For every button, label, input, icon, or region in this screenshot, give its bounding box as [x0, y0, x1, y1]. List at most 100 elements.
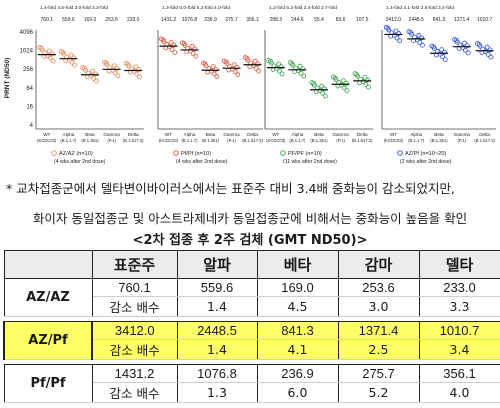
data-point: [202, 61, 208, 67]
data-point: [416, 32, 422, 38]
gmt-table: 표준주 알파 베타 감마 델타 AZ/AZ 760.1 559.6 169.0 …: [3, 250, 500, 403]
data-point: [476, 42, 482, 47]
category-label: Beta: [434, 132, 444, 137]
panel-2: 1.3-fold 6.0-fold 5.2-fold 4.0-fold 1431.…: [157, 5, 263, 165]
table-row-highlighted: 감소 배수 1.4 4.1 2.5 3.4: [4, 339, 500, 360]
data-point: [343, 80, 349, 86]
data-point: [441, 49, 447, 55]
data-point: [279, 71, 285, 77]
data-point: [340, 78, 346, 84]
gmt-data-label: 2448.5: [409, 17, 425, 23]
category-label: Delta: [247, 132, 258, 137]
gmt-data-label: 559.6: [62, 17, 75, 23]
data-point: [125, 61, 131, 67]
data-point: [252, 58, 258, 64]
data-point: [211, 71, 217, 77]
legend-label: AZ/Pf (n=10~20): [405, 151, 446, 157]
data-point: [234, 64, 240, 70]
y-tick-label: 256: [23, 67, 34, 73]
data-point: [488, 54, 494, 60]
y-axis-label: PRNT (ND50): [4, 58, 11, 98]
category-sublabel: (P.1): [227, 138, 236, 143]
category-label: Gamma: [103, 132, 120, 137]
header-gamma: 감마: [337, 250, 420, 279]
category-label: WT: [272, 132, 279, 137]
data-point: [300, 66, 306, 72]
fold-annotation: 1.2-fold 5.2-fold 3.4-fold 2.7-fold: [269, 5, 337, 11]
legend-marker: [280, 150, 286, 156]
category-label: Delta: [128, 132, 139, 137]
category-sublabel: (B.1.617.2): [352, 138, 373, 143]
data-point: [485, 51, 491, 57]
cell-value: 233.0: [418, 278, 500, 297]
data-point: [311, 81, 317, 86]
cell-fold: 1.3: [176, 382, 258, 403]
data-point: [223, 59, 229, 65]
category-sublabel: (B.1.351): [81, 138, 99, 143]
data-point: [354, 72, 360, 77]
gmt-data-label: 288.3: [270, 17, 283, 23]
legend-sublabel: (4 wks after 2nd dose): [54, 159, 106, 165]
gmt-data-label: 841.3: [433, 17, 446, 23]
gmt-data-label: 253.6: [105, 17, 118, 23]
data-point: [289, 61, 295, 66]
cell-fold: 3.3: [418, 296, 500, 317]
data-point: [82, 66, 87, 71]
legend-label: AZ/AZ (n=10): [59, 151, 93, 157]
data-point: [397, 38, 403, 44]
data-point: [319, 83, 325, 89]
legend-marker: [173, 150, 179, 156]
category-label: Alpha: [292, 132, 304, 137]
data-point: [453, 37, 459, 43]
cell-value: 169.0: [256, 278, 339, 297]
category-sublabel: (P.1): [107, 138, 116, 143]
data-point: [48, 55, 53, 61]
legend-label: PF/PF (n=10): [288, 151, 322, 157]
header-wt: 표준주: [91, 250, 178, 279]
data-point: [114, 66, 120, 71]
data-point: [462, 40, 467, 46]
category-sublabel: (B.1.351): [310, 138, 328, 143]
y-tick-label: 16: [26, 104, 33, 110]
data-point: [137, 74, 142, 80]
data-point: [465, 50, 471, 56]
cell-value: 841.3: [256, 321, 339, 340]
data-point: [103, 60, 109, 66]
gmt-data-label: 760.1: [41, 17, 54, 23]
category-label: WT: [165, 132, 172, 137]
gmt-data-label: 83.6: [336, 17, 346, 23]
panel-4: 1.4-fold 4.1-fold 2.5-fold 3.4-fold 3412.…: [381, 5, 496, 165]
data-point: [393, 28, 399, 34]
data-point: [71, 55, 77, 61]
category-label: Alpha: [410, 132, 422, 137]
gmt-data-label: 233.0: [127, 17, 140, 23]
data-point: [244, 56, 250, 61]
category-sublabel: (B.1.1.7): [181, 138, 198, 143]
table-title: <2차 접종 후 2주 검체 (GMT ND50)>: [132, 233, 368, 248]
table-row: Pf/Pf 1431.2 1076.8 236.9 275.7 356.1: [3, 364, 500, 403]
cell-fold: 3.4: [418, 339, 500, 360]
data-point: [90, 68, 96, 74]
fold-label: 감소 배수: [91, 296, 178, 317]
cell-value: 253.6: [337, 278, 420, 297]
cell-fold: 3.0: [337, 296, 420, 317]
data-point: [276, 68, 282, 74]
category-label: Delta: [357, 132, 368, 137]
data-point: [133, 64, 139, 70]
category-sublabel: (B.1.617.2): [242, 138, 263, 143]
table-row: 감소 배수 1.3 6.0 5.2 4.0: [4, 382, 500, 403]
data-point: [417, 40, 423, 45]
y-tick-label: 4: [30, 123, 34, 129]
category-label: WT: [390, 132, 397, 137]
panel-1: 1.4-fold 4.5-fold 3.0-fold 3.3-fold 760.1…: [35, 5, 144, 165]
data-point: [462, 47, 468, 53]
category-sublabel: (B.1.617.2): [474, 138, 495, 143]
data-point: [235, 72, 241, 77]
data-point: [68, 52, 74, 58]
data-point: [172, 50, 178, 55]
data-point: [231, 62, 237, 68]
data-point: [190, 51, 196, 56]
data-point: [419, 35, 425, 41]
data-point: [344, 88, 350, 93]
data-point: [365, 77, 371, 83]
